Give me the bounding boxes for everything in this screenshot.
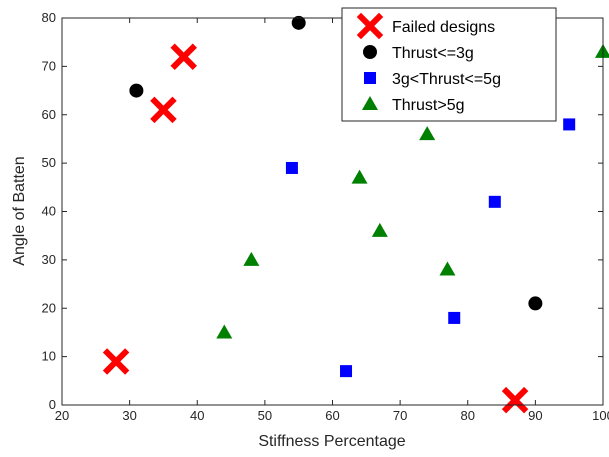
data-point-series-1-stroke-b — [501, 386, 529, 414]
data-point-series-3 — [448, 311, 461, 324]
data-point-series-4 — [243, 251, 260, 266]
data-point-series-1-stroke-b — [150, 96, 177, 124]
legend-label-3: 3g<Thrust<=5g — [392, 71, 501, 88]
x-tick-label: 100 — [592, 408, 609, 423]
legend-marker-1 — [356, 12, 384, 40]
x-tick-label: 70 — [393, 408, 407, 423]
x-tick-label: 60 — [325, 408, 339, 423]
legend: Failed designs Thrust<=3g 3g<Thrust<=5g Thr… — [341, 7, 557, 122]
data-point-series-1 — [170, 43, 197, 70]
data-point-series-1 — [150, 96, 177, 124]
data-point-series-4 — [216, 324, 233, 339]
data-point-series-4 — [351, 169, 368, 184]
data-point-series-2 — [291, 15, 306, 30]
data-point-series-4 — [595, 43, 609, 58]
x-tick-label: 20 — [55, 408, 69, 423]
y-tick-label: 80 — [42, 10, 56, 25]
y-tick-label: 0 — [49, 397, 56, 412]
x-axis-label: Stiffness Percentage — [258, 433, 405, 450]
data-point-series-4 — [419, 126, 436, 141]
legend-marker-2 — [363, 45, 377, 59]
y-tick-label: 40 — [42, 204, 56, 219]
y-tick-label: 60 — [42, 107, 56, 122]
data-point-series-4 — [371, 222, 388, 237]
data-point-series-3 — [488, 195, 501, 208]
y-tick-label: 10 — [42, 349, 56, 364]
data-point-series-3 — [563, 118, 576, 131]
legend-box — [341, 7, 557, 122]
data-point-series-3 — [285, 161, 298, 174]
x-tick-label: 30 — [122, 408, 136, 423]
x-tick-label: 40 — [190, 408, 204, 423]
legend-label-4: Thrust>5g — [392, 97, 464, 114]
y-tick-label: 20 — [42, 300, 56, 315]
data-point-series-1-stroke-b — [170, 43, 197, 70]
data-point-series-3 — [340, 365, 353, 378]
y-tick-label: 30 — [42, 252, 56, 267]
data-point-series-1-stroke-b — [102, 348, 130, 375]
plot-area-frame — [61, 17, 604, 406]
data-point-series-4 — [439, 261, 456, 276]
x-tick-label: 90 — [528, 408, 542, 423]
legend-marker-3 — [364, 72, 376, 84]
y-tick-label: 70 — [42, 58, 56, 73]
data-point-series-1 — [102, 348, 130, 375]
data-point-series-1 — [501, 386, 529, 414]
y-axis-label: Angle of Batten — [11, 156, 28, 265]
legend-marker-1-stroke-b — [356, 12, 384, 40]
legend-label-2: Thrust<=3g — [392, 45, 474, 62]
legend-entries: Failed designs Thrust<=3g 3g<Thrust<=5g Thr… — [356, 12, 501, 114]
x-tick-label: 80 — [461, 408, 475, 423]
legend-label-1: Failed designs — [392, 19, 495, 36]
x-tick-label: 50 — [258, 408, 272, 423]
points-layer — [102, 15, 609, 414]
tick-labels-layer: 20 30 40 50 60 70 80 90 100 0 10 20 30 40 50 60 70 80 — [42, 10, 609, 423]
data-point-series-2 — [129, 83, 144, 98]
y-tick-label: 50 — [42, 155, 56, 170]
legend-marker-4 — [362, 96, 378, 110]
data-point-series-2 — [528, 296, 543, 311]
